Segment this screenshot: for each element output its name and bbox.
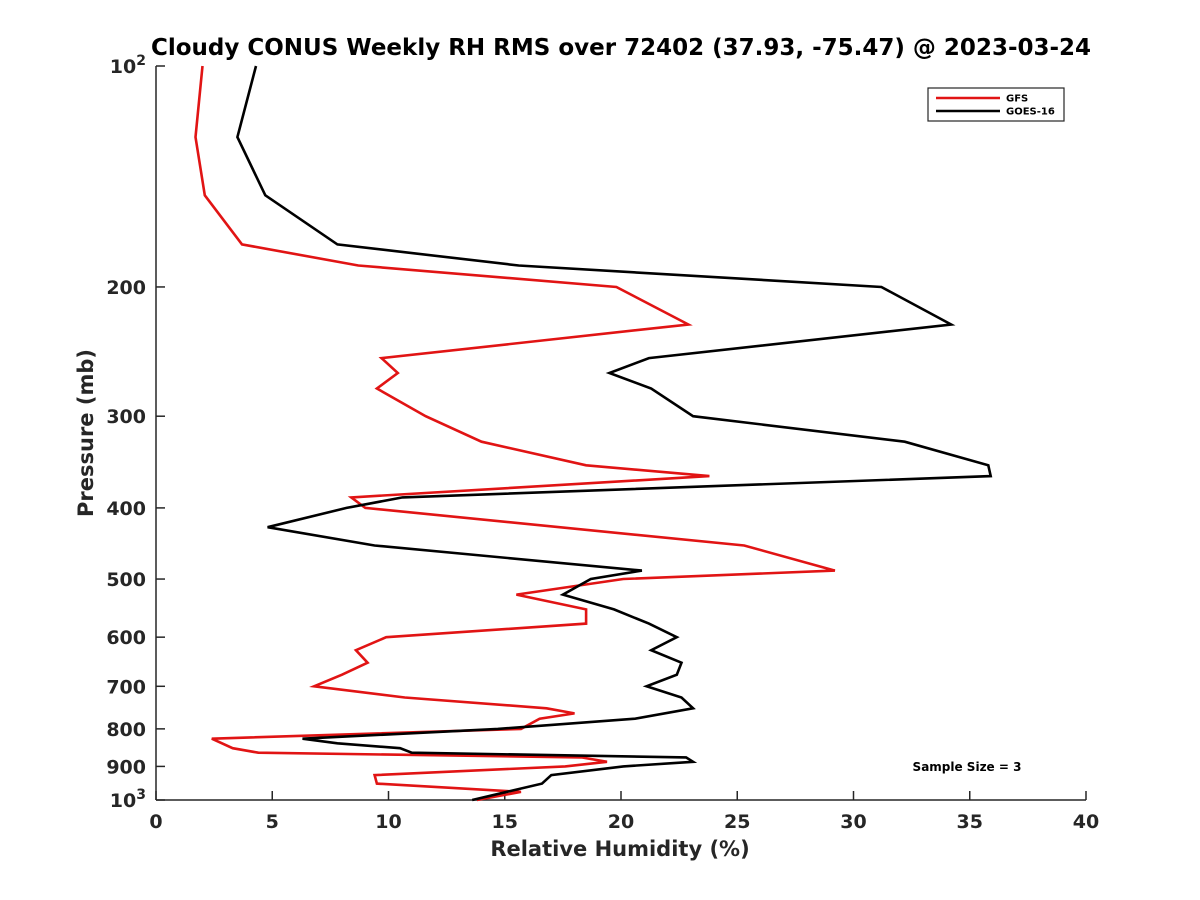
series-lines <box>194 65 993 802</box>
x-tick-label: 30 <box>840 811 866 833</box>
x-axis-ticks: 0 5 10 15 20 25 30 35 40 <box>149 791 1099 833</box>
x-tick-label: 25 <box>724 811 750 833</box>
y-tick-label: 500 <box>106 569 146 591</box>
x-axis-label: Relative Humidity (%) <box>490 837 749 861</box>
plot-area <box>155 66 1086 801</box>
y-tick-label: 400 <box>106 498 146 520</box>
y-axis-ticks: 102 200 300 400 500 600 700 800 900 103 <box>106 53 165 812</box>
y-tick-label: 200 <box>106 277 146 299</box>
y-tick-label: 900 <box>106 756 146 778</box>
x-tick-label: 10 <box>375 811 401 833</box>
series-line-gfs <box>194 65 836 802</box>
x-tick-label: 40 <box>1073 811 1099 833</box>
y-tick-label: 102 <box>110 53 146 78</box>
chart-title: Cloudy CONUS Weekly RH RMS over 72402 (3… <box>151 35 1091 61</box>
sample-size-annotation: Sample Size = 3 <box>913 760 1022 774</box>
x-tick-label: 15 <box>492 811 518 833</box>
legend-label: GFS <box>1006 94 1028 105</box>
y-tick-label: 600 <box>106 627 146 649</box>
y-axis-label: Pressure (mb) <box>74 349 98 517</box>
series-line-goes-16 <box>236 65 993 802</box>
x-tick-label: 5 <box>266 811 279 833</box>
x-tick-label: 35 <box>957 811 983 833</box>
x-tick-label: 0 <box>149 811 162 833</box>
y-tick-label: 700 <box>106 676 146 698</box>
legend: GFS GOES-16 <box>927 87 1065 122</box>
x-tick-label: 20 <box>608 811 634 833</box>
y-tick-label: 103 <box>110 787 146 812</box>
y-tick-label: 300 <box>106 406 146 428</box>
legend-box <box>927 87 1065 122</box>
legend-label: GOES-16 <box>1006 107 1055 118</box>
y-tick-label: 800 <box>106 719 146 741</box>
